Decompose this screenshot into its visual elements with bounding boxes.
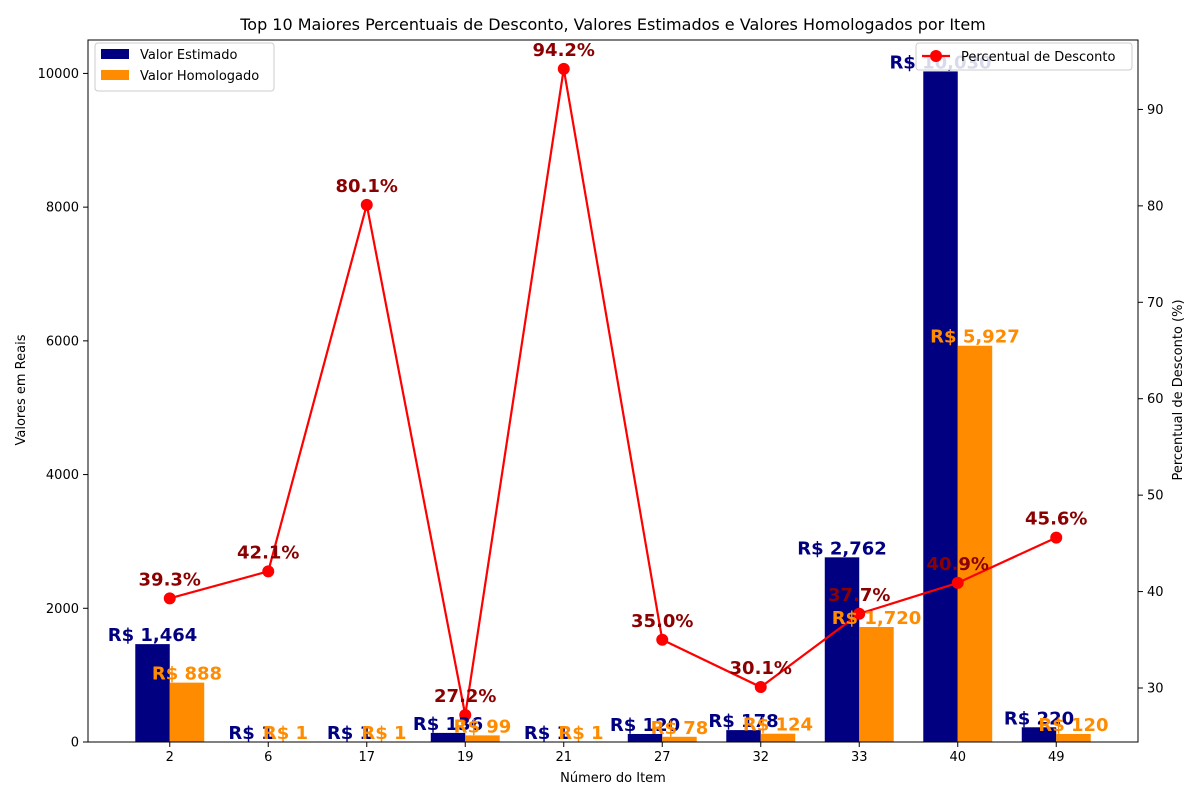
x-tick-label: 27 [654, 750, 671, 765]
legend-label-valor-estimado: Valor Estimado [140, 48, 237, 63]
data-label-percentual-2: 39.3% [139, 569, 201, 590]
bar-valor-estimado-2 [135, 644, 170, 742]
point-percentual-19 [459, 709, 472, 721]
data-label-percentual-17: 80.1% [336, 176, 398, 197]
data-label-valor-estimado-6: R$ 1 [228, 723, 273, 744]
x-tick-label: 33 [851, 750, 868, 765]
data-label-valor-estimado-17: R$ 1 [327, 723, 372, 744]
point-percentual-49 [1050, 531, 1063, 544]
legend-swatch-marker-percentual [930, 50, 942, 62]
data-label-percentual-27: 35.0% [631, 611, 693, 632]
legend-swatch-valor-estimado [101, 49, 129, 59]
legend-label-percentual-desconto: Percentual de Desconto [961, 50, 1115, 65]
data-label-valor-homologado-2: R$ 888 [152, 664, 222, 685]
x-tick-label: 19 [457, 750, 474, 765]
bar-valor-homologado-33 [859, 627, 894, 742]
data-label-valor-homologado-6: R$ 1 [263, 723, 308, 744]
y2-tick-label: 60 [1147, 392, 1164, 407]
bar-valor-estimado-32 [726, 730, 761, 742]
x-tick-label: 6 [264, 750, 272, 765]
x-tick-label: 49 [1048, 750, 1065, 765]
point-percentual-33 [853, 607, 866, 620]
plot-frame [87, 39, 1139, 743]
data-label-percentual-33: 37.7% [828, 585, 890, 606]
y-axis-label: Valores em Reais [14, 334, 29, 445]
legend-right: Percentual de Desconto [915, 42, 1133, 71]
data-label-valor-homologado-33: R$ 1,720 [832, 608, 922, 629]
legend-swatch-valor-homologado [101, 70, 129, 80]
y2-tick-label: 40 [1147, 585, 1164, 600]
data-label-valor-estimado-32: R$ 178 [708, 711, 778, 732]
data-label-valor-estimado-49: R$ 220 [1004, 708, 1074, 729]
legend-label-valor-homologado: Valor Homologado [140, 69, 259, 84]
bar-valor-homologado-32 [760, 733, 796, 742]
discount-line-layer [163, 62, 1063, 721]
data-label-percentual-32: 30.1% [730, 658, 792, 679]
axes-layer: 2 6 17 19 21 27 32 33 40 49 0 2000 4000 6000 8000 10000… [38, 39, 1164, 765]
point-percentual-27 [656, 633, 669, 646]
point-percentual-21 [557, 62, 570, 75]
point-percentual-40 [951, 576, 964, 589]
data-label-valor-homologado-21: R$ 1 [558, 723, 603, 744]
y2-tick-label: 70 [1147, 296, 1164, 311]
bar-valor-estimado-40 [923, 71, 958, 743]
data-label-percentual-6: 42.1% [237, 542, 299, 563]
data-label-valor-homologado-27: R$ 78 [651, 718, 709, 739]
y2-tick-label: 50 [1147, 489, 1164, 504]
legend-left: Valor Estimado Valor Homologado [94, 42, 275, 92]
data-label-valor-estimado-19: R$ 136 [413, 714, 483, 735]
point-percentual-2 [163, 592, 176, 605]
bar-valor-homologado-2 [169, 682, 205, 742]
point-percentual-32 [754, 681, 767, 694]
x-tick-label: 32 [752, 750, 769, 765]
y2-axis-label: Percentual de Desconto (%) [1171, 299, 1186, 480]
data-label-percentual-40: 40.9% [927, 554, 989, 575]
data-label-percentual-19: 27.2% [434, 686, 496, 707]
x-axis-label: Número do Item [560, 771, 666, 786]
data-label-valor-estimado-33: R$ 2,762 [797, 538, 887, 559]
data-label-valor-estimado-27: R$ 120 [610, 715, 680, 736]
x-tick-label: 21 [555, 750, 572, 765]
data-label-valor-estimado-2: R$ 1,464 [108, 625, 198, 646]
bar-valor-homologado-49 [1056, 733, 1091, 742]
bar-valor-homologado-27 [662, 736, 697, 742]
bar-valor-estimado-33 [824, 557, 860, 742]
data-label-valor-homologado-49: R$ 120 [1038, 715, 1108, 736]
y2-tick-label: 90 [1147, 103, 1164, 118]
bar-valor-homologado-40 [957, 345, 993, 742]
bar-valor-estimado-19 [430, 732, 466, 742]
y-tick-label: 4000 [46, 468, 79, 483]
legend-right-box [915, 42, 1133, 71]
data-label-valor-homologado-17: R$ 1 [361, 723, 406, 744]
data-label-valor-homologado-32: R$ 124 [743, 715, 813, 736]
point-percentual-6 [262, 565, 275, 578]
data-label-valor-estimado-21: R$ 1 [524, 723, 569, 744]
data-label-percentual-49: 45.6% [1025, 509, 1087, 530]
y2-tick-label: 80 [1147, 199, 1164, 214]
point-percentual-17 [360, 198, 373, 211]
y-tick-label: 2000 [46, 602, 79, 617]
y-tick-label: 10000 [38, 67, 79, 82]
chart-title: Top 10 Maiores Percentuais de Desconto, … [239, 15, 986, 34]
y-tick-label: 8000 [46, 201, 79, 216]
data-label-valor-homologado-40: R$ 5,927 [930, 327, 1020, 348]
data-label-percentual-21: 94.2% [533, 40, 595, 61]
y2-tick-label: 30 [1147, 682, 1164, 697]
data-label-valor-homologado-19: R$ 99 [454, 716, 512, 737]
line-percentual-desconto [169, 68, 1057, 716]
x-tick-label: 40 [949, 750, 966, 765]
bar-valor-estimado-27 [627, 733, 663, 742]
x-tick-label: 17 [358, 750, 375, 765]
bar-valor-homologado-19 [465, 735, 500, 742]
legend-left-box [94, 42, 275, 92]
x-tick-label: 2 [166, 750, 174, 765]
y-tick-label: 0 [71, 736, 79, 751]
bars-layer [135, 71, 1091, 743]
bar-valor-estimado-49 [1021, 727, 1057, 742]
y-tick-label: 6000 [46, 334, 79, 349]
